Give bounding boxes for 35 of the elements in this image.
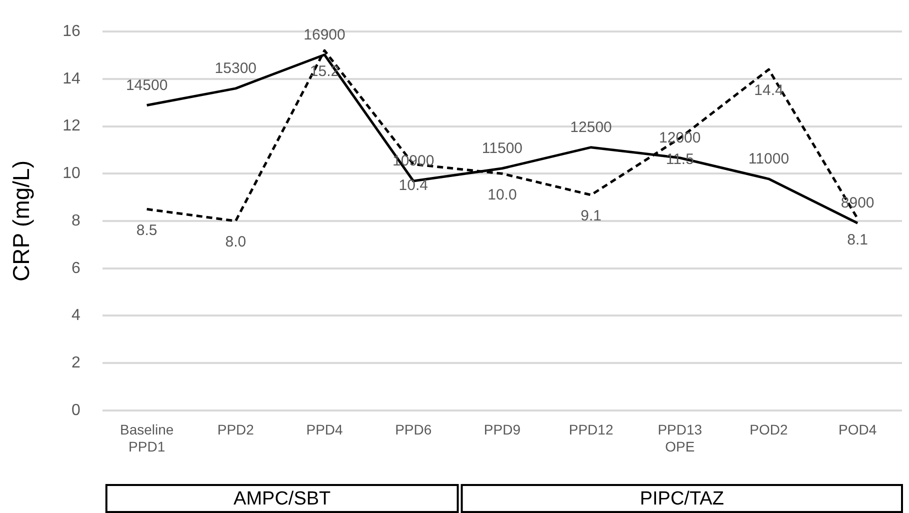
y-tick-label: 8	[71, 212, 80, 230]
data-label: 8.5	[136, 222, 158, 239]
data-label: 8900	[840, 194, 874, 212]
y-axis-title: CRP (mg/L)	[8, 160, 34, 282]
y-tick-label: 2	[71, 354, 80, 372]
y-tick-label: 10	[62, 165, 80, 182]
x-tick-label: PPD12	[568, 422, 614, 438]
x-tick-label: POD4	[838, 422, 877, 438]
data-label: 11500	[482, 140, 523, 158]
x-tick-label: PPD9	[484, 422, 521, 438]
x-tick-label: Baseline PPD1	[120, 422, 174, 454]
data-label: 16900	[304, 26, 346, 44]
y-tick-label: 16	[62, 23, 80, 40]
x-tick-label: PPD6	[395, 422, 432, 438]
y-tick-label: 12	[62, 118, 80, 135]
data-label: 10.0	[488, 186, 517, 204]
x-tick-label: PPD13 OPE	[658, 422, 702, 454]
data-label: 8.0	[225, 234, 246, 251]
data-label: 10.4	[398, 176, 428, 194]
y-tick-label: 0	[71, 402, 80, 419]
text: AMPC/SBT	[234, 488, 332, 510]
data-label: 11000	[748, 150, 790, 168]
text: PIPC/TAZ	[640, 488, 724, 510]
data-label: 8.1	[847, 231, 868, 248]
x-tick-label: PPD2	[217, 422, 254, 438]
x-tick-label: PPD4	[306, 422, 344, 438]
y-tick-label: 6	[71, 260, 80, 277]
data-label: 9.1	[580, 208, 602, 225]
y-tick-label: 14	[62, 70, 80, 88]
data-label: 12500	[570, 118, 612, 136]
y-tick-label: 4	[71, 307, 80, 324]
data-label: 14500	[126, 76, 168, 94]
x-tick-label: POD2	[750, 422, 788, 438]
data-label: 15300	[214, 60, 257, 78]
data-label: 14.4	[754, 82, 784, 100]
